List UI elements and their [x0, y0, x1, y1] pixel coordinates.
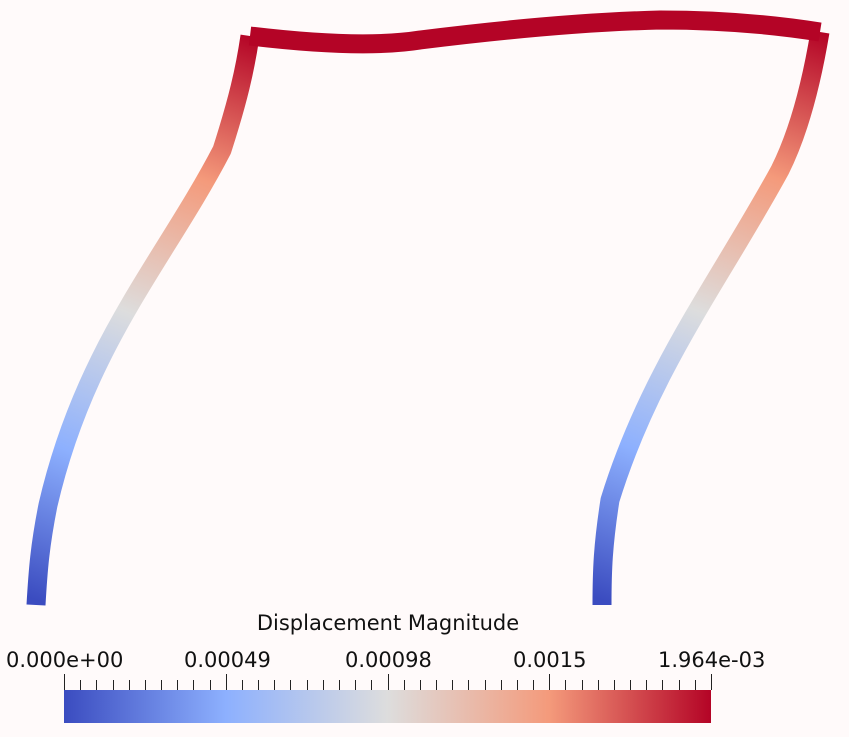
colorbar-label-3: 0.00098	[345, 648, 432, 672]
colorbar	[64, 690, 711, 723]
colorbar-ticks	[64, 674, 712, 690]
colorbar-label-4: 0.0015	[513, 648, 587, 672]
left-column	[26, 34, 260, 606]
top-beam	[248, 10, 822, 54]
colorbar-label-min: 0.000e+00	[6, 648, 124, 672]
colorbar-title: Displacement Magnitude	[256, 611, 520, 635]
colorbar-label-2: 0.00049	[184, 648, 271, 672]
colorbar-label-max: 1.964e-03	[658, 648, 766, 672]
right-column	[592, 30, 830, 606]
